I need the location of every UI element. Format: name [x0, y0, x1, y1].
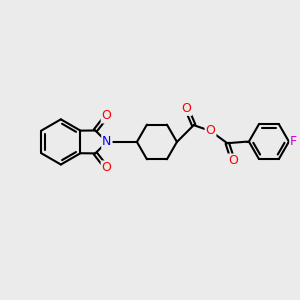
- Text: F: F: [290, 135, 297, 148]
- Text: O: O: [102, 110, 112, 122]
- Text: N: N: [102, 135, 112, 148]
- Text: O: O: [182, 102, 192, 115]
- Text: O: O: [228, 154, 238, 167]
- Text: O: O: [206, 124, 215, 137]
- Text: O: O: [102, 161, 112, 174]
